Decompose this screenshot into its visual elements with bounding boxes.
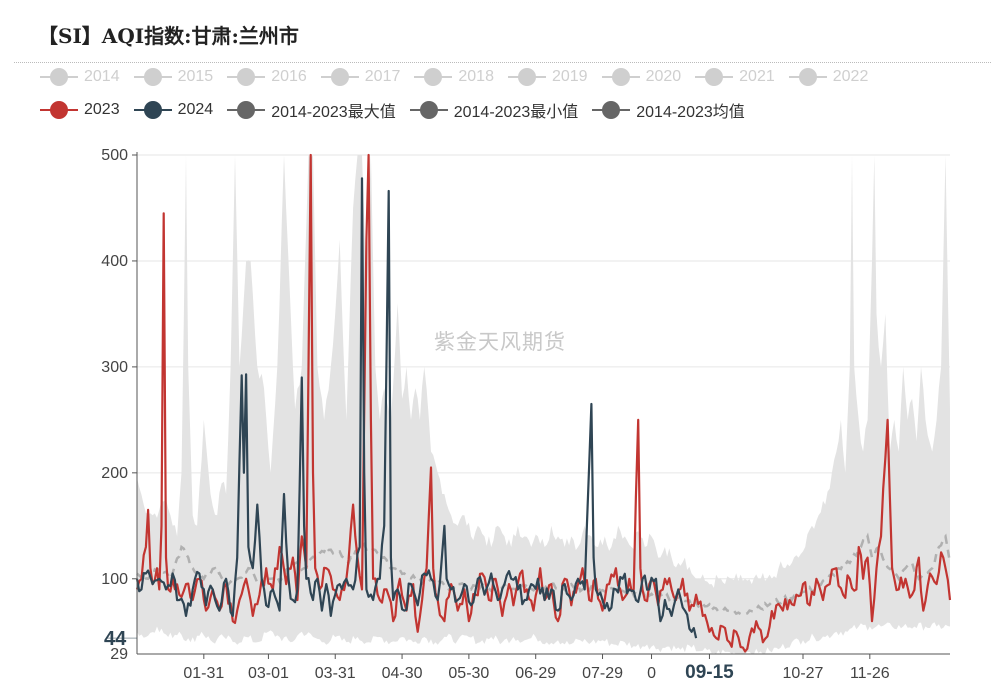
legend-dot-icon (40, 67, 78, 87)
legend-label: 2022 (832, 68, 869, 85)
legend-label: 2017 (364, 68, 401, 85)
legend-label: 2016 (271, 68, 307, 85)
legend-item-2021[interactable]: 2021 (695, 66, 775, 88)
y-tick-label: 500 (101, 147, 128, 164)
legend-dot-icon (592, 100, 631, 120)
max-min-band (137, 155, 950, 654)
legend-label: 2023 (84, 101, 120, 118)
y-tick-label: 100 (101, 571, 128, 588)
legend-item-2018[interactable]: 2018 (414, 66, 494, 88)
legend-item-max[interactable]: 2014-2023最大值 (227, 99, 396, 121)
legend-item-2014[interactable]: 2014 (40, 66, 120, 88)
legend-row-2: 2023 2024 2014-2023最大值 2014-2023最小值 2014… (40, 99, 980, 121)
legend-item-2023[interactable]: 2023 (40, 99, 120, 121)
legend-item-2022[interactable]: 2022 (788, 66, 869, 88)
legend-dot-icon (601, 67, 640, 87)
legend-label: 2020 (645, 68, 682, 85)
legend-label: 2019 (551, 68, 588, 85)
legend-label: 2021 (739, 68, 775, 85)
legend-row-1: 2014 2015 2016 2017 2018 2019 2020 2021 … (40, 66, 980, 88)
series-2024-line (135, 177, 698, 639)
legend-dot-icon (40, 100, 78, 120)
legend-label: 2015 (177, 68, 214, 85)
legend-item-2015[interactable]: 2015 (133, 66, 214, 88)
legend-dot-icon (507, 67, 546, 87)
x-tick-label: 01-31 (183, 665, 224, 682)
legend-label: 2024 (177, 101, 214, 118)
x-tick-label: 0 (647, 665, 656, 682)
legend-item-2024[interactable]: 2024 (133, 99, 214, 121)
x-tick-label: 03-01 (248, 665, 289, 682)
y-tick-label: 200 (101, 465, 128, 482)
x-tick-label: 09-15 (685, 662, 734, 683)
x-tick-label: 06-29 (515, 665, 556, 682)
x-tick-label: 10-27 (783, 665, 824, 682)
y-min-label: 29 (110, 646, 128, 663)
x-tick-label: 07-29 (582, 665, 623, 682)
x-tick-label: 03-31 (315, 665, 356, 682)
legend-label: 2014-2023均值 (636, 104, 745, 121)
y-tick-label: 400 (101, 253, 128, 270)
legend-dot-icon (788, 67, 827, 87)
watermark: 紫金天风期货 (434, 331, 566, 354)
x-tick-label: 11-26 (850, 665, 890, 682)
x-tick-label: 05-30 (448, 665, 489, 682)
legend-label: 2014 (84, 68, 120, 85)
legend-item-2017[interactable]: 2017 (320, 66, 401, 88)
legend-label: 2014-2023最大值 (271, 104, 396, 121)
legend-label: 2014-2023最小值 (453, 104, 579, 121)
legend-dot-icon (133, 67, 172, 87)
y-tick-label: 300 (101, 359, 128, 376)
x-tick-label: 04-30 (382, 665, 423, 682)
legend-item-2020[interactable]: 2020 (601, 66, 682, 88)
legend-item-min[interactable]: 2014-2023最小值 (409, 99, 579, 121)
title-divider (14, 62, 991, 63)
legend-dot-icon (320, 67, 359, 87)
axis-pointer-y-label: 44 (104, 628, 127, 650)
legend-dot-icon (133, 100, 172, 120)
legend-dot-icon (695, 67, 734, 87)
legend-item-2019[interactable]: 2019 (507, 66, 588, 88)
legend-item-avg[interactable]: 2014-2023均值 (592, 99, 745, 121)
legend-dot-icon (414, 67, 453, 87)
legend-dot-icon (409, 100, 448, 120)
legend-label: 2018 (458, 68, 494, 85)
legend-dot-icon (227, 100, 266, 120)
chart-title: 【SI】AQI指数:甘肃:兰州市 (38, 24, 299, 48)
legend-dot-icon (227, 67, 266, 87)
legend-item-2016[interactable]: 2016 (227, 66, 307, 88)
